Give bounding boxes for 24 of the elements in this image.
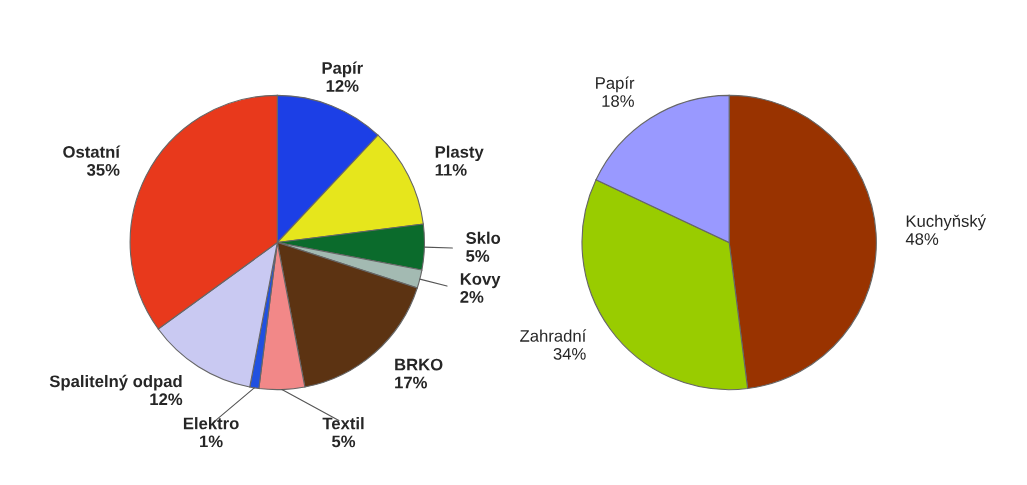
slice-label: Kuchyňský	[906, 214, 986, 231]
slice-label: Elektro	[183, 417, 239, 430]
slice-label: Textil	[322, 417, 364, 430]
data-label: 5%	[466, 250, 490, 262]
data-label: 35%	[86, 163, 120, 176]
slice-label: Kovy	[460, 273, 501, 289]
data-label: 1%	[200, 435, 223, 448]
data-label: 18%	[602, 95, 634, 107]
slice-label: Papír	[596, 76, 635, 93]
slice-label: Spalitelný odpad	[49, 374, 182, 391]
slice-label: Plasty	[435, 145, 484, 162]
data-label: 11%	[435, 164, 467, 176]
data-label: 48%	[905, 233, 939, 245]
slice-label: Sklo	[466, 231, 501, 244]
slice-label: Papír	[322, 61, 363, 78]
data-label: 12%	[150, 393, 183, 406]
data-label: 34%	[553, 347, 586, 360]
data-label: 5%	[331, 435, 356, 448]
data-label: 12%	[326, 80, 359, 92]
data-label: 2%	[460, 291, 484, 303]
slice-label: Zahradní	[520, 329, 587, 342]
slice-label: Ostatní	[63, 145, 121, 158]
data-label: 17%	[395, 376, 427, 389]
slice-label: BRKO	[395, 358, 443, 371]
